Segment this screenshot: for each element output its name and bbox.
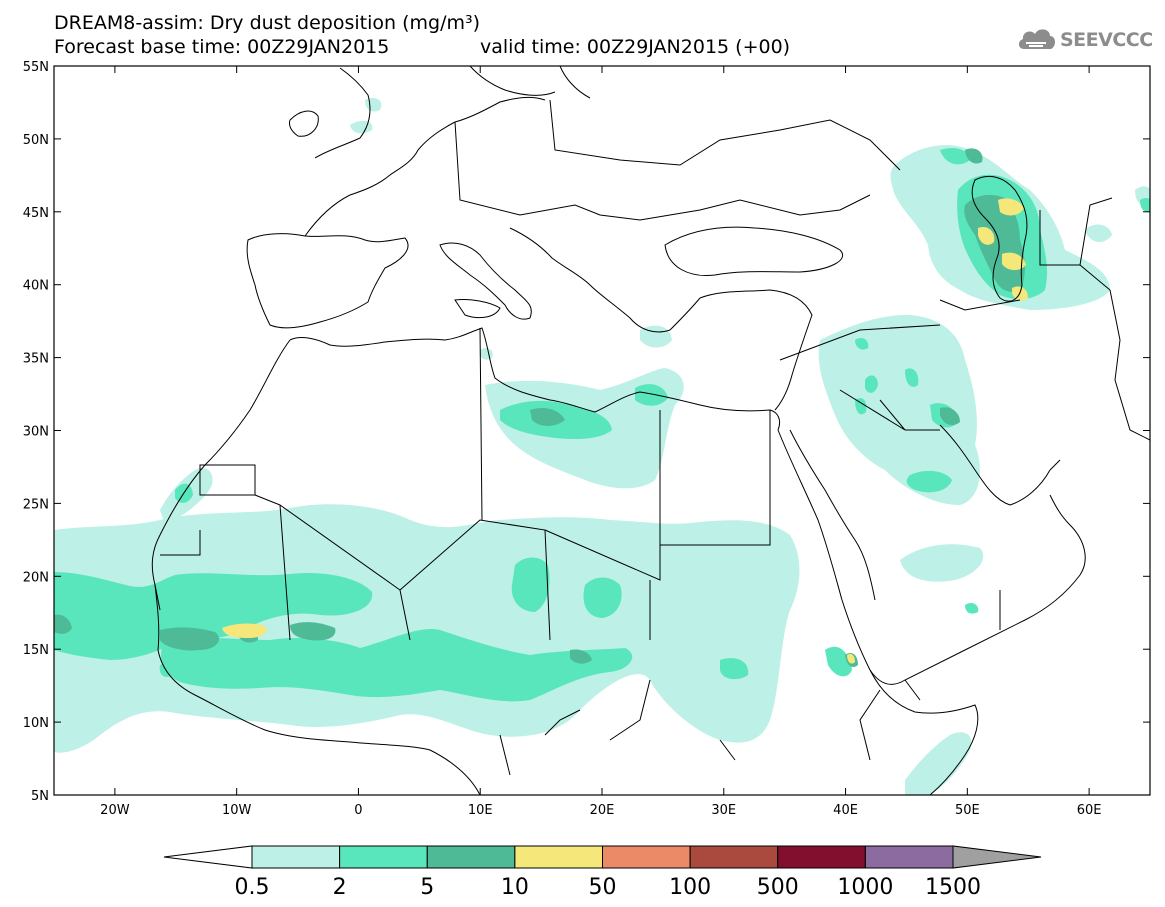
cloud-icon (1018, 29, 1056, 49)
colorbar-level-label: 0.5 (235, 875, 270, 900)
lat-label: 30N (23, 425, 49, 440)
colorbar-swatch (689, 845, 779, 869)
colorbar-level-label: 50 (589, 875, 617, 900)
lon-label: 10E (468, 803, 493, 818)
lat-label: 45N (23, 206, 49, 221)
colorbar-level-label: 1500 (925, 875, 981, 900)
colorbar-level-label: 10 (501, 875, 529, 900)
lon-label: 0 (354, 803, 362, 818)
lon-label: 60E (1077, 803, 1102, 818)
coastlines-and-borders (151, 66, 1150, 795)
colorbar-under-arrow (163, 845, 253, 869)
axis-ticks (54, 65, 1150, 796)
level-10-areas (222, 198, 1028, 664)
lon-label: 20E (590, 803, 615, 818)
lat-label: 15N (23, 643, 49, 658)
lat-label: 5N (31, 789, 49, 804)
lat-label: 20N (23, 570, 49, 585)
lat-label: 25N (23, 497, 49, 512)
colorbar: 0.5 2 5 10 50 100 500 1000 1500 (163, 845, 1042, 900)
lon-label: 40E (833, 803, 858, 818)
colorbar-swatch (777, 845, 866, 869)
latitude-labels: 55N 50N 45N 40N 35N 30N 25N 20N 15N 10N 5N (23, 60, 49, 804)
lat-label: 55N (23, 60, 49, 75)
lat-label: 50N (23, 133, 49, 148)
deposition-field (54, 98, 1150, 795)
colorbar-swatch (426, 845, 516, 869)
map-title: DREAM8-assim: Dry dust deposition (mg/m³… (54, 12, 481, 34)
longitude-labels: 20W 10W 0 10E 20E 30E 40E 50E 60E (100, 803, 1101, 818)
lat-label: 10N (23, 716, 49, 731)
colorbar-swatch (514, 845, 603, 869)
lat-label: 35N (23, 352, 49, 367)
colorbar-swatch (602, 845, 691, 869)
colorbar-level-label: 2 (333, 875, 347, 900)
lon-label: 20W (100, 803, 130, 818)
valid-time: valid time: 00Z29JAN2015 (+00) (480, 36, 791, 58)
lon-label: 30E (711, 803, 736, 818)
colorbar-level-label: 500 (757, 875, 799, 900)
lon-label: 10W (222, 803, 252, 818)
colorbar-level-label: 5 (420, 875, 434, 900)
lon-label: 50E (955, 803, 980, 818)
lat-label: 40N (23, 279, 49, 294)
colorbar-swatch (864, 845, 954, 869)
colorbar-swatch (251, 845, 341, 869)
colorbar-over-arrow (952, 845, 1042, 869)
logo-text: SEEVCCC (1060, 29, 1153, 51)
level-2-areas (54, 148, 1150, 702)
colorbar-level-label: 1000 (837, 875, 893, 900)
colorbar-swatch (339, 845, 428, 869)
logo: SEEVCCC (1016, 24, 1156, 58)
colorbar-level-label: 100 (669, 875, 711, 900)
forecast-base-time: Forecast base time: 00Z29JAN2015 (54, 36, 390, 58)
